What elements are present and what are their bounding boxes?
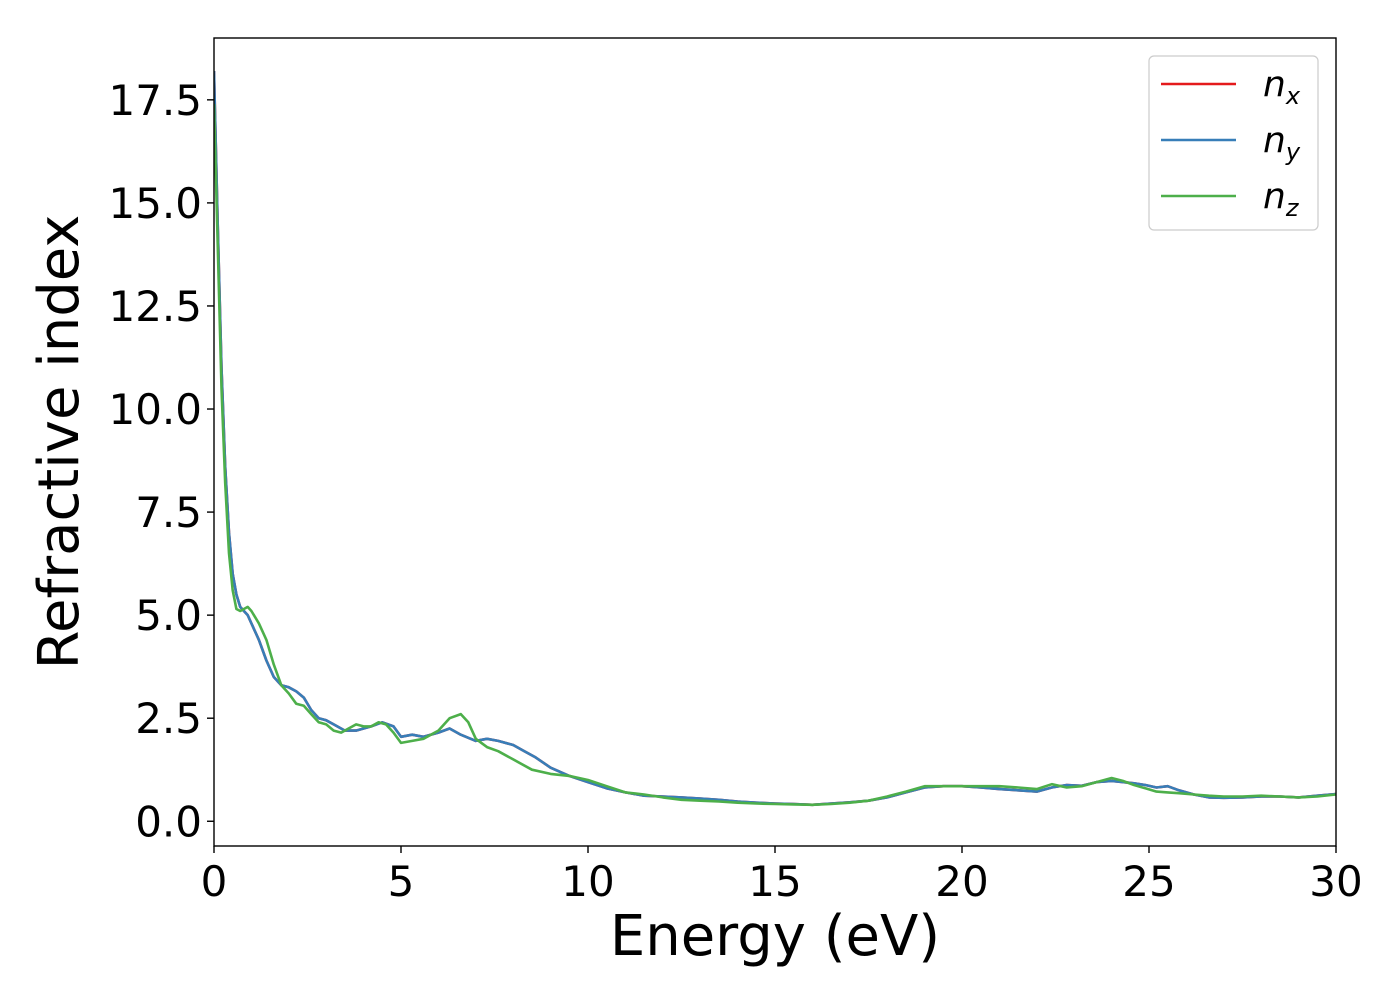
x-tick-label: 10 (561, 857, 614, 906)
y-tick-label: 5.0 (135, 591, 202, 640)
x-tick-label: 5 (388, 857, 415, 906)
x-tick-label: 30 (1309, 857, 1362, 906)
legend-box (1148, 55, 1319, 231)
legend-label-subscript: y (1285, 138, 1301, 166)
legend-label-ny: ny (1263, 120, 1301, 166)
x-tick-label: 20 (935, 857, 988, 906)
y-tick-label: 2.5 (135, 694, 202, 743)
x-tick-label: 15 (748, 857, 801, 906)
series-line-nz (214, 103, 1336, 807)
series-layer (214, 70, 1336, 807)
y-tick-label: 15.0 (108, 179, 202, 228)
x-tick-label: 25 (1122, 857, 1175, 906)
legend-label-subscript: z (1285, 194, 1300, 222)
legend-label-nx: nx (1263, 64, 1301, 110)
y-axis-ticks: 0.0 2.5 5.0 7.5 10.0 12.5 15.0 17.5 (108, 76, 214, 846)
legend-label-base: n (1263, 176, 1286, 217)
x-tick-label: 0 (201, 857, 228, 906)
y-axis-title: Refractive index (27, 215, 92, 670)
y-tick-label: 12.5 (108, 282, 202, 331)
y-tick-label: 17.5 (108, 76, 202, 125)
legend-label-base: n (1263, 120, 1286, 161)
x-axis-ticks: 0 5 10 15 20 25 30 (201, 846, 1363, 906)
y-tick-label: 7.5 (135, 488, 202, 537)
legend-label-nz: nz (1263, 176, 1300, 222)
y-tick-label: 0.0 (135, 797, 202, 846)
y-tick-label: 10.0 (108, 385, 202, 434)
series-line-ny (214, 70, 1336, 807)
legend-label-base: n (1263, 64, 1286, 105)
x-axis-title: Energy (eV) (610, 904, 940, 969)
legend-label-subscript: x (1285, 82, 1301, 110)
